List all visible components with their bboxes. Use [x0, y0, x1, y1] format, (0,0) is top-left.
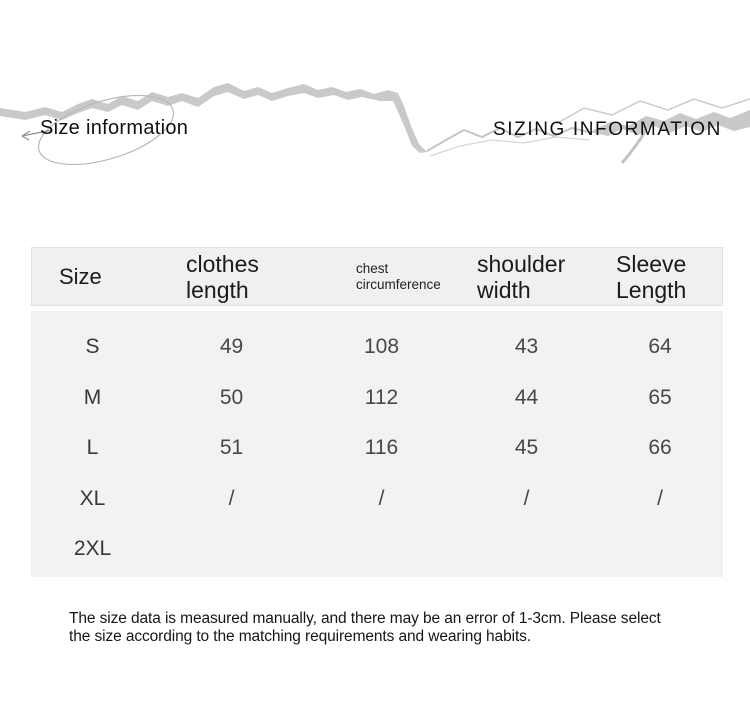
column-header-sleeve-length: Sleeve Length [616, 250, 687, 303]
size-table-body: S 49 108 43 64 M 50 112 44 65 L 51 116 4… [31, 311, 723, 577]
table-row-l: L 51 116 45 66 [31, 423, 723, 474]
brush-stroke-decoration [0, 83, 750, 166]
column-header-chest-circumference: chest circumference [356, 260, 441, 292]
size-label: L [86, 436, 99, 460]
table-row-xl: XL / / / / [31, 474, 723, 525]
sleeve-length-value: 66 [648, 436, 672, 460]
chest-circumference-value: 112 [364, 385, 399, 409]
shoulder-width-value: 43 [514, 335, 539, 359]
shoulder-width-value: 45 [514, 436, 539, 460]
measurement-note: The size data is measured manually, and … [69, 610, 661, 645]
clothes-length-value: 50 [219, 385, 244, 409]
sleeve-length-value: 64 [648, 335, 672, 359]
brush-zigzag-echo [429, 136, 591, 157]
brush-peaks-right [555, 98, 750, 125]
size-label: M [83, 385, 102, 409]
size-label: XL [79, 486, 106, 510]
chest-circumference-value: 108 [363, 335, 400, 359]
clothes-length-value: / [228, 486, 235, 510]
clothes-length-value: 51 [219, 436, 244, 460]
brush-band-right [590, 110, 750, 136]
size-label: 2XL [73, 537, 112, 561]
table-row-m: M 50 112 44 65 [31, 373, 723, 424]
sleeve-length-value: 65 [648, 385, 672, 409]
brush-zigzag-middle [426, 126, 593, 152]
column-header-shoulder-width: shoulder width [477, 250, 566, 303]
chest-circumference-value: 116 [364, 436, 399, 460]
sleeve-length-value: / [657, 486, 663, 510]
table-row-2xl: 2XL [31, 524, 723, 575]
ellipse-sketch-decoration [21, 94, 175, 166]
table-row-s: S 49 108 43 64 [31, 322, 723, 373]
size-label: S [85, 335, 100, 359]
column-header-clothes-length: clothes length [186, 250, 259, 303]
chest-circumference-value: / [378, 486, 385, 510]
size-table-header: Size clothes length chest circumference … [31, 247, 723, 306]
shoulder-width-value: / [523, 486, 530, 510]
clothes-length-value: 49 [219, 335, 244, 359]
page-title-en: SIZING INFORMATION [493, 119, 722, 140]
shoulder-width-value: 44 [514, 385, 539, 409]
column-header-size: Size [59, 263, 102, 289]
page-title: Size information [40, 117, 189, 139]
brush-tail [620, 129, 648, 164]
